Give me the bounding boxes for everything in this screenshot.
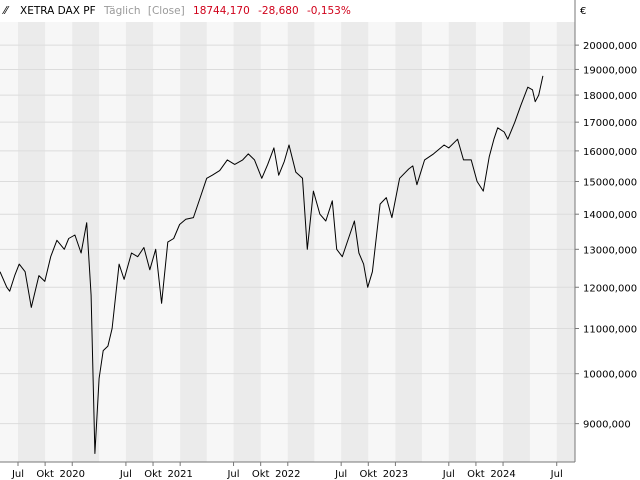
x-tick-label: 2020 [60, 469, 85, 480]
y-tick-label: 12000,000 [583, 283, 637, 294]
y-tick-label: 13000,000 [583, 245, 637, 256]
svg-text:XETRA DAX PF Täglich: XETRA DAX PF Täglich [Close] 18744,170 -… [20, 5, 351, 17]
quarter-band [448, 22, 476, 462]
price-change-percent: -0,153% [307, 5, 351, 17]
mode-label: [Close] [148, 5, 185, 17]
y-tick-label: 16000,000 [583, 147, 637, 158]
instrument-name: XETRA DAX PF [20, 5, 96, 17]
x-tick-label: Jul [442, 469, 455, 480]
x-tick-label: Jul [11, 469, 24, 480]
y-tick-label: 18000,000 [583, 91, 637, 102]
y-tick-label: 11000,000 [583, 325, 637, 336]
currency-label: € [580, 6, 586, 17]
x-tick-label: Jul [550, 469, 563, 480]
x-tick-label: Okt [252, 469, 270, 480]
quarter-band [503, 22, 530, 462]
quarter-band [341, 22, 369, 462]
x-tick-label: 2024 [490, 469, 515, 480]
period-label: Täglich [103, 5, 141, 17]
x-tick-label: Okt [144, 469, 162, 480]
x-tick-label: 2021 [167, 469, 192, 480]
x-tick-label: Okt [359, 469, 377, 480]
y-tick-label: 9000,000 [583, 420, 631, 431]
y-tick-label: 19000,000 [583, 65, 637, 76]
x-tick-label: Jul [226, 469, 239, 480]
y-tick-label: 17000,000 [583, 118, 637, 129]
quarter-band [556, 22, 575, 462]
chart-type-icon: ⁄⁄ [2, 5, 10, 17]
quarter-band [17, 22, 46, 462]
quarter-band [233, 22, 261, 462]
x-tick-label: Okt [467, 469, 485, 480]
x-tick-label: Jul [119, 469, 132, 480]
x-tick-label: 2023 [383, 469, 408, 480]
quarter-band [72, 22, 100, 462]
quarter-band [395, 22, 422, 462]
y-tick-label: 20000,000 [583, 41, 637, 52]
quarter-band [125, 22, 154, 462]
quarter-band [287, 22, 315, 462]
price-change: -28,680 [258, 5, 299, 17]
y-tick-label: 10000,000 [583, 370, 637, 381]
x-tick-label: Okt [36, 469, 54, 480]
quarter-band [180, 22, 207, 462]
series-line [0, 75, 544, 454]
x-tick-label: 2022 [275, 469, 300, 480]
last-price: 18744,170 [193, 5, 250, 17]
y-tick-label: 14000,000 [583, 210, 637, 221]
y-tick-label: 15000,000 [583, 177, 637, 188]
x-tick-label: Jul [334, 469, 347, 480]
